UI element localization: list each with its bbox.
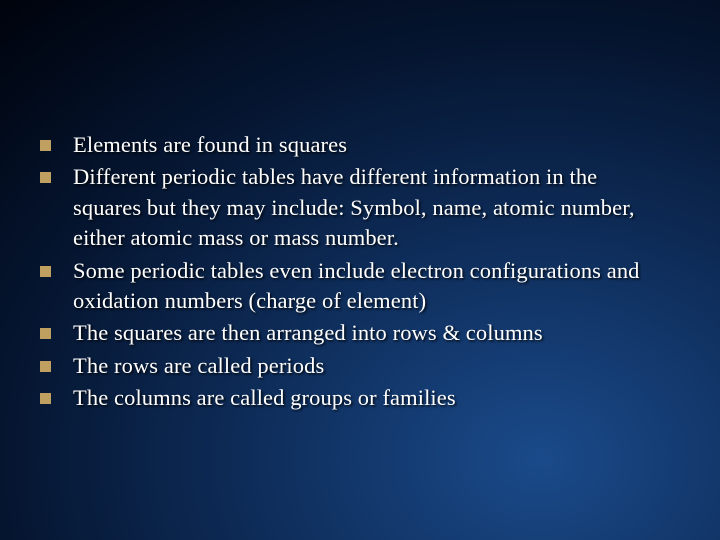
bullet-text: The columns are called groups or familie… bbox=[73, 383, 670, 413]
list-item: The rows are called periods bbox=[40, 351, 670, 381]
list-item: The columns are called groups or familie… bbox=[40, 383, 670, 413]
list-item: The squares are then arranged into rows … bbox=[40, 318, 670, 348]
bullet-list: Elements are found in squares Different … bbox=[40, 130, 670, 413]
bullet-text: Different periodic tables have different… bbox=[73, 162, 670, 253]
list-item: Different periodic tables have different… bbox=[40, 162, 670, 253]
square-bullet-icon bbox=[40, 393, 51, 404]
square-bullet-icon bbox=[40, 328, 51, 339]
square-bullet-icon bbox=[40, 266, 51, 277]
bullet-text: Elements are found in squares bbox=[73, 130, 670, 160]
square-bullet-icon bbox=[40, 172, 51, 183]
bullet-text: The rows are called periods bbox=[73, 351, 670, 381]
bullet-text: Some periodic tables even include electr… bbox=[73, 256, 670, 317]
square-bullet-icon bbox=[40, 140, 51, 151]
slide: Elements are found in squares Different … bbox=[0, 0, 720, 540]
list-item: Elements are found in squares bbox=[40, 130, 670, 160]
bullet-text: The squares are then arranged into rows … bbox=[73, 318, 670, 348]
square-bullet-icon bbox=[40, 361, 51, 372]
list-item: Some periodic tables even include electr… bbox=[40, 256, 670, 317]
